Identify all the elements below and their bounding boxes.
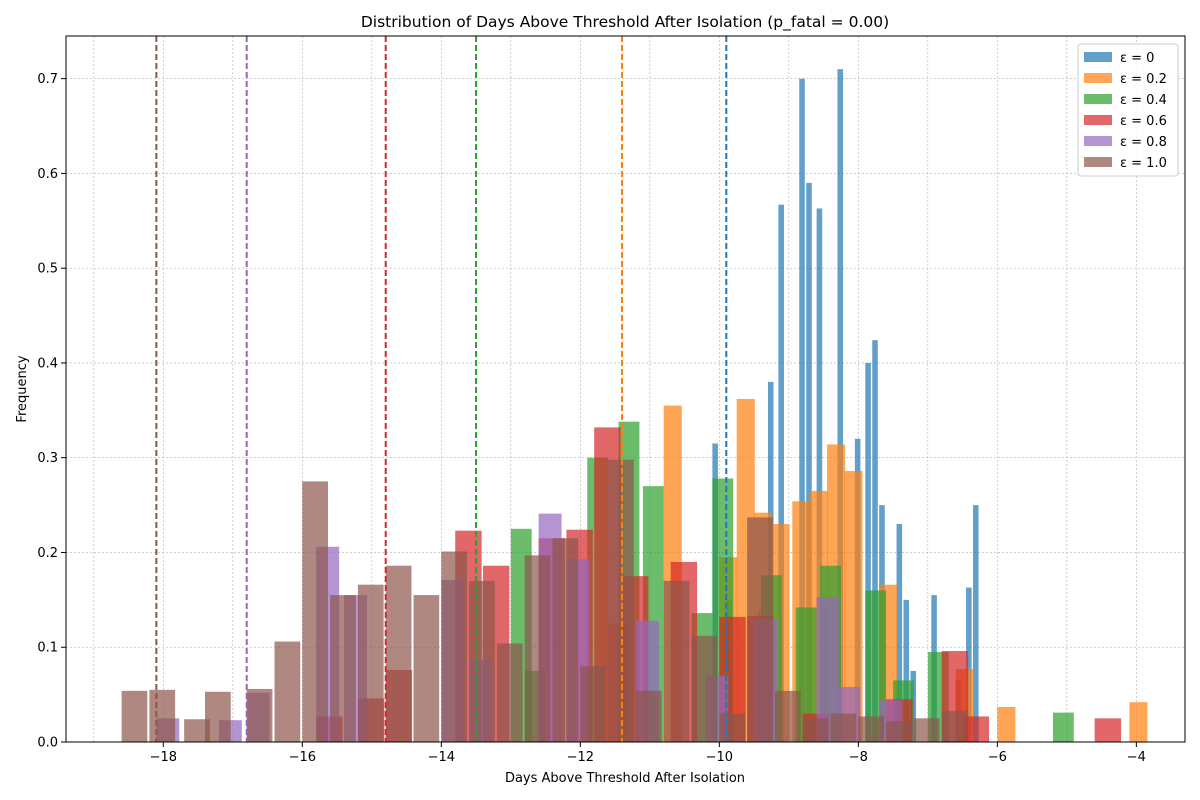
- histogram-bar: [1094, 718, 1122, 742]
- x-tick-label: −14: [428, 750, 455, 765]
- legend-swatch: [1084, 94, 1112, 104]
- histogram-bar: [184, 719, 210, 742]
- y-tick-label: 0.3: [37, 451, 58, 466]
- legend-label: ε = 0.2: [1120, 72, 1167, 87]
- histogram-bar: [844, 470, 863, 742]
- y-axis-ticks: 0.0 0.1 0.2 0.3 0.4 0.5 0.6 0.7: [37, 72, 66, 751]
- histogram-bar: [413, 595, 440, 742]
- legend-label: ε = 0.8: [1120, 135, 1167, 150]
- histogram-bar: [816, 597, 840, 742]
- histogram-bar: [205, 691, 231, 742]
- histogram-bar: [973, 505, 979, 742]
- histogram-bar: [913, 718, 940, 742]
- plot-frame: [65, 35, 1186, 743]
- histogram-bar: [802, 718, 829, 742]
- legend-swatch: [1084, 52, 1112, 62]
- histogram-bar: [837, 69, 844, 742]
- histogram-bar: [635, 690, 662, 742]
- histogram-bar: [121, 690, 148, 742]
- histogram-bar: [524, 555, 551, 742]
- histogram-bar: [441, 551, 468, 742]
- histogram-bar: [274, 641, 301, 742]
- y-tick-label: 0.6: [37, 167, 58, 182]
- histogram-bar: [806, 182, 812, 742]
- histogram-bar: [1052, 712, 1074, 742]
- histogram-bar: [830, 713, 857, 742]
- series-5-bars: [121, 459, 968, 742]
- histogram-bar: [1129, 702, 1148, 742]
- legend-label: ε = 0: [1120, 51, 1154, 66]
- histogram-bar: [580, 666, 607, 742]
- legend-swatch: [1084, 115, 1112, 125]
- histogram-bar: [865, 362, 871, 742]
- y-tick-label: 0.5: [37, 262, 58, 277]
- x-tick-label: −16: [289, 750, 316, 765]
- y-tick-label: 0.1: [37, 641, 58, 656]
- x-axis-ticks: −18 −16 −14 −12 −10 −8 −6 −4: [150, 742, 1146, 765]
- histogram-bar: [330, 595, 356, 742]
- histogram-bar: [385, 565, 412, 742]
- histogram-bar: [896, 524, 903, 742]
- histogram-bar: [903, 599, 910, 742]
- histogram-bar: [997, 706, 1016, 742]
- x-tick-label: −10: [706, 750, 733, 765]
- x-tick-label: −12: [567, 750, 594, 765]
- histogram-bar: [302, 481, 329, 742]
- histogram-bar: [886, 721, 912, 742]
- histogram-bar: [774, 690, 801, 742]
- histogram-bar: [663, 580, 690, 742]
- x-axis-label: Days Above Threshold After Isolation: [505, 771, 745, 786]
- chart-title: Distribution of Days Above Threshold Aft…: [361, 13, 889, 32]
- histogram-bar: [747, 517, 773, 742]
- histogram-bar: [469, 580, 495, 742]
- x-tick-label: −18: [150, 750, 177, 765]
- histogram-bar: [608, 459, 634, 742]
- histogram-bar: [795, 607, 817, 742]
- histogram-bar: [149, 689, 176, 742]
- histogram-bar: [496, 643, 523, 742]
- histogram-bar: [858, 716, 885, 742]
- y-tick-label: 0.2: [37, 546, 58, 561]
- histogram-bar: [872, 340, 878, 742]
- histogram-bar: [966, 587, 972, 742]
- legend-label: ε = 1.0: [1120, 156, 1167, 171]
- histogram-bars: [121, 69, 1148, 743]
- x-tick-label: −4: [1127, 750, 1146, 765]
- x-tick-label: −8: [849, 750, 868, 765]
- histogram-bar: [816, 208, 823, 743]
- x-tick-label: −6: [988, 750, 1007, 765]
- legend-swatch: [1084, 157, 1112, 167]
- y-tick-label: 0.7: [37, 72, 58, 87]
- legend-label: ε = 0.4: [1120, 93, 1167, 108]
- legend: ε = 0 ε = 0.2 ε = 0.4 ε = 0.6 ε = 0.8 ε = 1.0: [1077, 43, 1179, 177]
- histogram-bar: [941, 710, 968, 742]
- y-axis-label: Frequency: [15, 355, 30, 422]
- histogram-bar: [778, 204, 784, 742]
- histogram-bar: [357, 584, 384, 742]
- legend-swatch: [1084, 73, 1112, 83]
- mean-lines: [155, 36, 728, 742]
- legend-label: ε = 0.6: [1120, 114, 1167, 129]
- legend-swatch: [1084, 136, 1112, 146]
- histogram-bar: [691, 635, 718, 742]
- y-tick-label: 0.4: [37, 356, 58, 371]
- histogram-bar: [719, 713, 746, 742]
- histogram-bar: [246, 688, 273, 742]
- histogram-bar: [552, 538, 579, 742]
- y-tick-label: 0.0: [37, 736, 58, 751]
- histogram-bar: [799, 78, 805, 743]
